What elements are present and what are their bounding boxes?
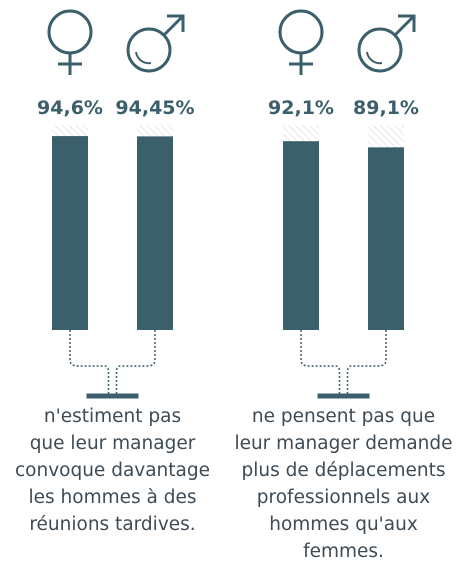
- bar: [52, 136, 88, 330]
- caption-line: hommes qu'aux: [269, 514, 418, 535]
- male-icon: [135, 51, 152, 65]
- bar: [283, 141, 319, 330]
- caption-line: réunions tardives.: [29, 514, 195, 535]
- value-label: 94,45%: [115, 97, 194, 119]
- male-icon: [398, 14, 416, 32]
- male-icon: [162, 14, 185, 37]
- male-icon: [393, 14, 416, 37]
- caption-line: femmes.: [303, 541, 384, 562]
- caption-line: plus de déplacements: [241, 460, 445, 481]
- bar: [137, 136, 173, 330]
- caption-line: que leur manager: [30, 433, 196, 454]
- male-icon: [126, 27, 172, 73]
- connector: [69, 330, 110, 394]
- caption-line: les hommes à des: [28, 487, 196, 508]
- female-icon: [47, 9, 93, 55]
- male-icon: [357, 27, 403, 73]
- male-icon: [366, 51, 383, 65]
- caption-line: n'estiment pas: [44, 406, 181, 427]
- value-label: 94,6%: [37, 97, 103, 119]
- caption-line: convoque davantage: [15, 460, 210, 481]
- connector: [346, 330, 387, 394]
- value-label: 89,1%: [353, 97, 419, 119]
- bar: [368, 147, 404, 330]
- female-icon: [278, 9, 324, 55]
- caption-line: leur manager demande: [234, 433, 452, 454]
- value-label: 92,1%: [268, 97, 334, 119]
- connector: [300, 330, 341, 394]
- male-icon: [167, 14, 185, 32]
- caption-line: ne pensent pas que: [252, 406, 435, 427]
- caption-line: professionnels aux: [257, 487, 430, 508]
- connector: [115, 330, 156, 394]
